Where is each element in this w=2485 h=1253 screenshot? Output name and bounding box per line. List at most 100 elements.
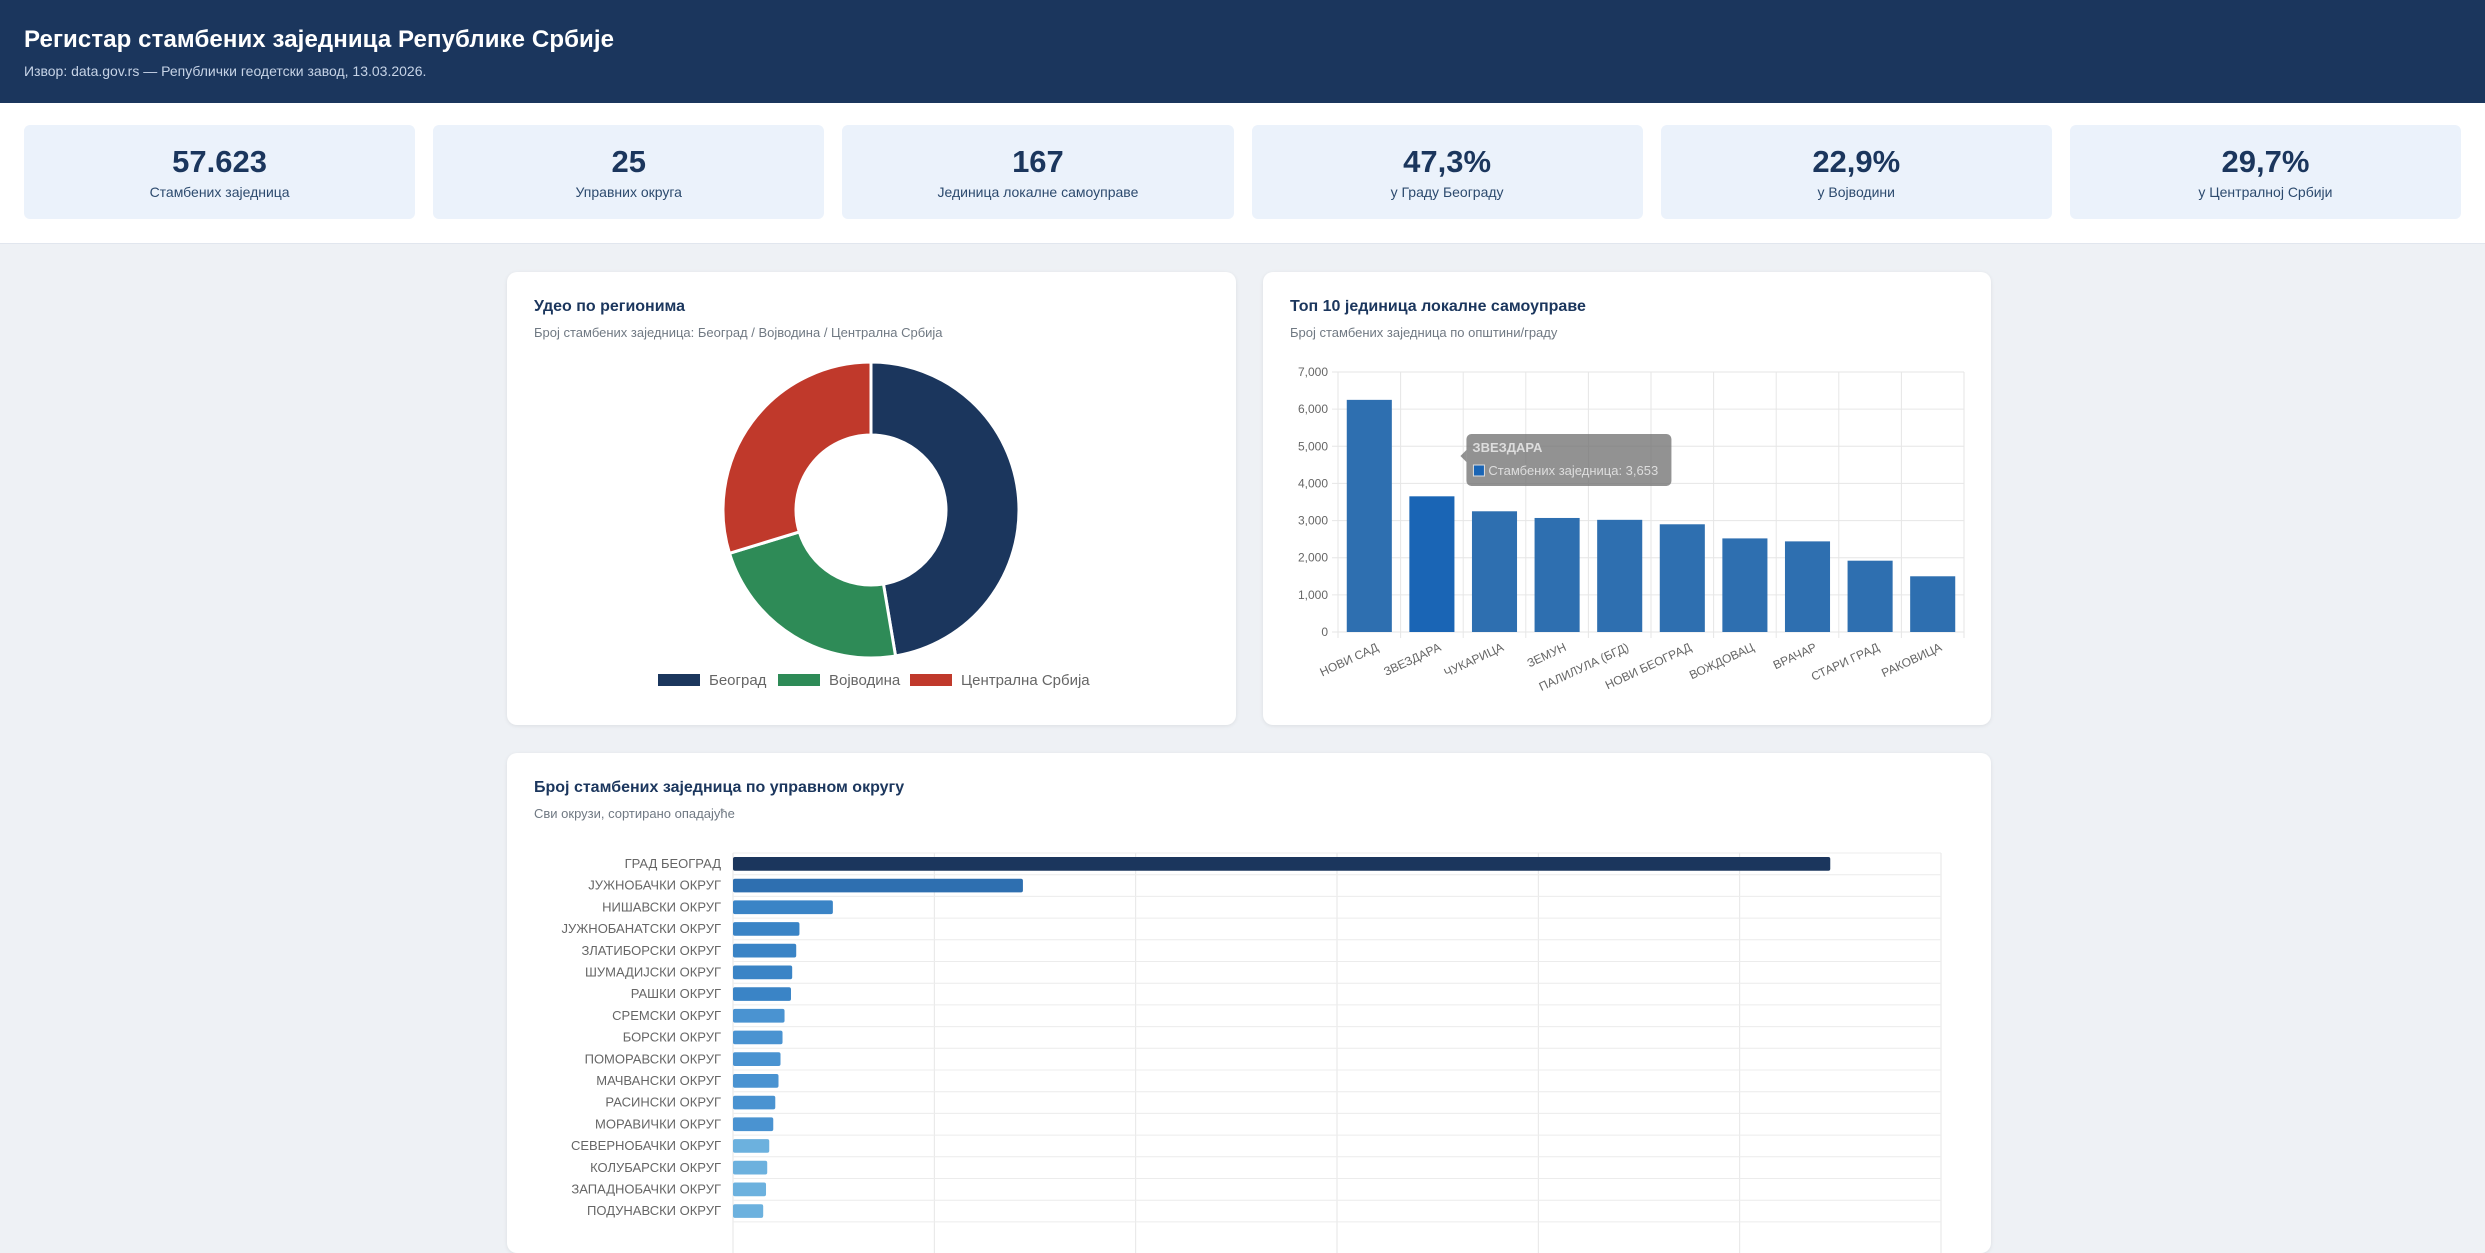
bar (733, 857, 1831, 871)
stat-value: 57.623 (172, 144, 267, 179)
donut-slice (869, 360, 1021, 658)
bar (1471, 511, 1518, 632)
stat-value: 29,7% (2221, 144, 2310, 179)
y-tick-label: ГРАД БЕОГРАД (625, 856, 722, 871)
y-tick-label: 6,000 (1298, 402, 1328, 416)
y-tick-label: МОРАВИЧКИ ОКРУГ (595, 1116, 721, 1131)
y-tick-label: 0 (1321, 625, 1328, 639)
bar (733, 1204, 764, 1218)
district-bar-chart: ГРАД БЕОГРАД ЈУЖНОБАЧКИ ОКРУГ НИШАВСКИ ОКР… (562, 852, 1942, 1253)
bar (1346, 399, 1392, 632)
y-tick-label: СРЕМСКИ ОКРУГ (612, 1008, 721, 1023)
stat-label: Јединица локалне самоуправе (937, 184, 1139, 200)
x-tick-label: РАКОВИЦА (1879, 640, 1944, 680)
stat-label: Стамбених заједница (149, 184, 290, 200)
y-tick-label: 1,000 (1298, 588, 1328, 602)
stat-value: 25 (611, 144, 646, 179)
stat-value: 47,3% (1403, 144, 1492, 179)
card-title: Број стамбених заједница по управном окр… (534, 779, 905, 796)
legend-swatch (910, 674, 952, 686)
legend-label: Војводина (829, 672, 901, 689)
card-subtitle: Број стамбених заједница по општини/град… (1290, 325, 1558, 340)
bar (733, 922, 800, 936)
bar (733, 1074, 779, 1088)
x-tick-label: НОВИ САД (1318, 640, 1381, 679)
card-subtitle: Број стамбених заједница: Београд / Војв… (534, 325, 943, 340)
bar (733, 1117, 774, 1132)
stat-label: у Граду Београду (1390, 184, 1504, 200)
bar (1910, 576, 1956, 632)
bar (733, 1030, 783, 1045)
x-tick-label: ВОЖДОВАЦ (1687, 640, 1756, 682)
y-tick-label: ШУМАДИЈСКИ ОКРУГ (585, 965, 721, 980)
bar (1722, 538, 1768, 632)
y-tick-label: ЈУЖНОБАЧКИ ОКРУГ (588, 878, 721, 893)
stat-value: 22,9% (1812, 144, 1901, 179)
bar (733, 1139, 770, 1153)
bar (733, 943, 797, 958)
card-title: Удео по регионима (534, 298, 686, 315)
y-tick-label: ЗЛАТИБОРСКИ ОКРУГ (582, 943, 721, 958)
page-header: Регистар стамбених заједница Републике С… (0, 0, 2485, 103)
stat-label: Управних округа (575, 184, 682, 200)
tooltip-box (1466, 434, 1672, 486)
x-tick-label: СТАРИ ГРАД (1809, 640, 1881, 684)
y-tick-label: НИШАВСКИ ОКРУГ (602, 899, 721, 914)
y-tick-label: КОЛУБАРСКИ ОКРУГ (590, 1160, 721, 1175)
y-tick-label: 3,000 (1298, 514, 1328, 528)
y-tick-label: РАШКИ ОКРУГ (631, 986, 721, 1001)
card-title: Топ 10 јединица локалне самоуправе (1290, 298, 1586, 315)
y-tick-label: 4,000 (1298, 476, 1328, 490)
y-tick-label: 5,000 (1298, 439, 1328, 453)
legend-swatch (658, 674, 700, 686)
stat-card-districts: 25 Управних округа (433, 125, 825, 219)
y-tick-label: 7,000 (1298, 365, 1328, 379)
bar (733, 1182, 767, 1197)
stat-card-municipalities: 167 Јединица локалне самоуправе (842, 125, 1234, 219)
stat-label: у Војводини (1817, 184, 1895, 200)
y-tick-label: СЕВЕРНОБАЧКИ ОКРУГ (571, 1138, 721, 1153)
region-share-card: Удео по регионима Број стамбених заједни… (507, 272, 1236, 725)
bar (733, 1095, 776, 1110)
bar (1597, 519, 1643, 632)
top10-bar-chart: 0 1,000 2,000 3,000 4,000 5,000 6,000 7,000 НОВИ… (1298, 365, 1965, 694)
x-tick-label: ЗЕМУН (1525, 640, 1569, 670)
bar (733, 900, 833, 915)
bar (733, 965, 793, 980)
legend-label: Централна Србија (961, 672, 1090, 689)
page-subtitle: Извор: data.gov.rs — Републички геодетск… (24, 63, 427, 79)
bar (1784, 541, 1831, 632)
bar (733, 1160, 768, 1175)
tooltip-swatch (1472, 464, 1485, 477)
region-donut-chart: Београд Војводина Централна Србија (658, 360, 1090, 689)
stat-label: у Централној Србији (2198, 184, 2333, 200)
stats-bar: 57.623 Стамбених заједница 25 Управних о… (0, 103, 2485, 244)
donut-slice (721, 360, 873, 556)
y-tick-label: ПОМОРАВСКИ ОКРУГ (585, 1051, 721, 1066)
x-tick-label: ВРАЧАР (1771, 640, 1819, 672)
tooltip-caret (1460, 450, 1467, 462)
x-tick-label: ЗВЕЗДАРА (1381, 640, 1443, 679)
bar (733, 1008, 785, 1023)
y-tick-label: РАСИНСКИ ОКРУГ (605, 1095, 721, 1110)
stat-card-centralna: 29,7% у Централној Србији (2069, 125, 2462, 219)
y-tick-label: БОРСКИ ОКРУГ (623, 1030, 721, 1045)
legend-swatch (778, 674, 820, 686)
stat-card-beograd: 47,3% у Граду Београду (1251, 125, 1643, 219)
stat-value: 167 (1012, 144, 1064, 179)
bar (733, 1052, 781, 1066)
bar (1534, 517, 1580, 632)
stat-card-vojvodina: 22,9% у Војводини (1660, 125, 2052, 219)
chart-tooltip: ЗВЕЗДАРА Стамбених заједница: 3,653 (1460, 434, 1672, 486)
top10-card: Топ 10 јединица локалне самоуправе Број … (1263, 272, 1991, 725)
bar (1409, 496, 1455, 632)
stat-card-total: 57.623 Стамбених заједница (24, 125, 416, 219)
bar (1847, 560, 1893, 632)
y-tick-label: ЈУЖНОБАНАТСКИ ОКРУГ (562, 921, 721, 936)
district-card: Број стамбених заједница по управном окр… (507, 753, 1991, 1253)
donut-slice (727, 530, 898, 660)
bar (1659, 524, 1705, 632)
card-subtitle: Сви окрузи, сортирано опадајуће (534, 806, 735, 821)
page-title: Регистар стамбених заједница Републике С… (24, 26, 615, 53)
bar (733, 987, 791, 1001)
